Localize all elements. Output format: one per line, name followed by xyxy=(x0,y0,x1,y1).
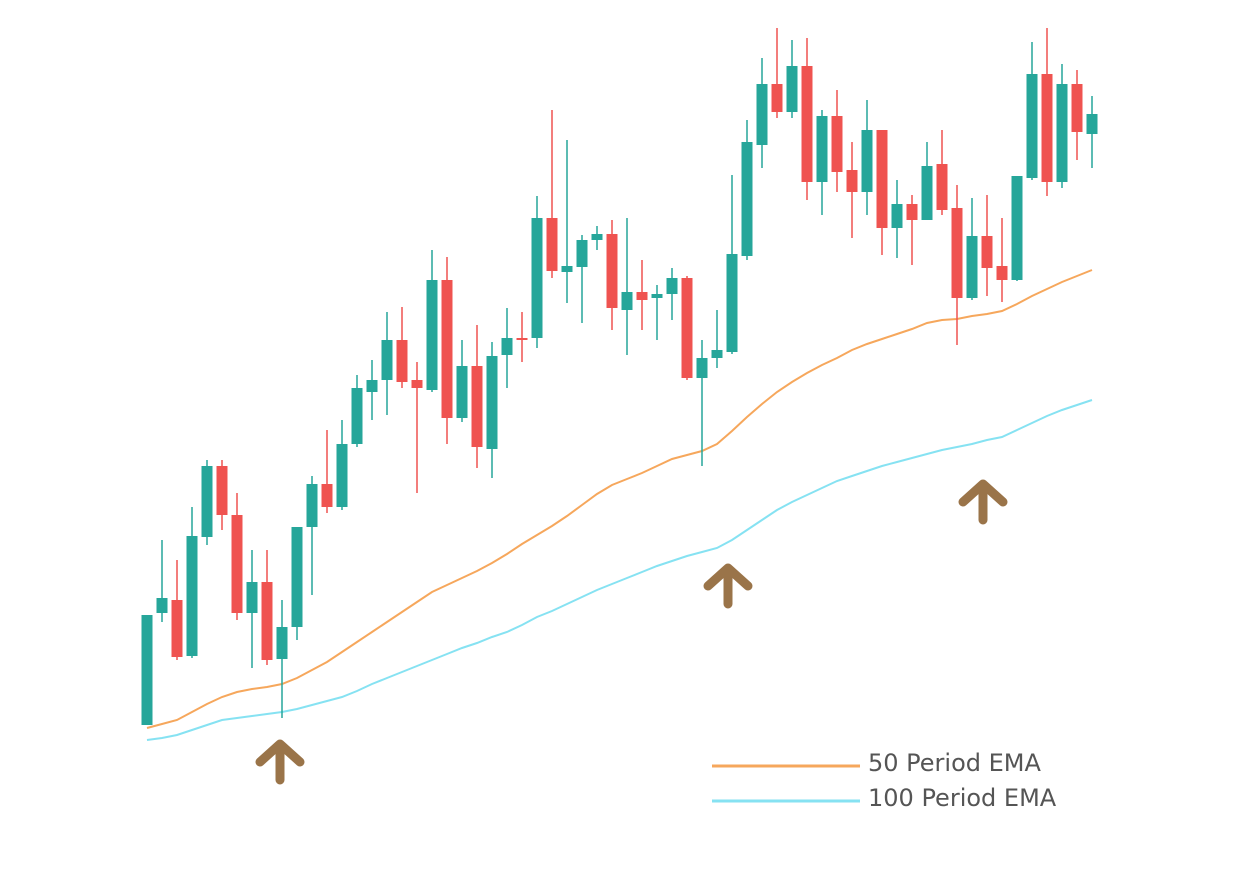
candle-body xyxy=(231,515,243,613)
candle-body xyxy=(321,484,333,507)
ema-line xyxy=(146,269,1093,729)
candle-body xyxy=(696,358,708,378)
candle-body xyxy=(276,627,288,659)
candle-body xyxy=(816,116,828,182)
candle-body xyxy=(171,600,183,657)
candle-body xyxy=(726,254,738,352)
candle-body xyxy=(651,294,663,298)
candle-body xyxy=(531,218,543,338)
candle-body xyxy=(576,240,588,267)
candle-body xyxy=(471,366,483,447)
candle-body xyxy=(966,236,978,298)
candle-body xyxy=(636,292,648,300)
candle-body xyxy=(951,208,963,298)
candle-body xyxy=(351,388,363,444)
candle-body xyxy=(561,266,573,272)
legend-label: 100 Period EMA xyxy=(868,784,1057,812)
candle-body xyxy=(336,444,348,507)
candle-body xyxy=(936,164,948,210)
candle-body xyxy=(186,536,198,656)
candle-body xyxy=(1011,176,1023,280)
ema-line xyxy=(146,399,1093,741)
candle-body xyxy=(1056,84,1068,182)
candle-body xyxy=(591,234,603,240)
candle-body xyxy=(156,598,168,613)
candle-body xyxy=(801,66,813,182)
candle-body xyxy=(456,366,468,418)
candle-body xyxy=(396,340,408,382)
candle-body xyxy=(1041,74,1053,182)
candle-body xyxy=(201,466,213,537)
candle-body xyxy=(246,582,258,613)
candle-body xyxy=(1026,74,1038,178)
candle-body xyxy=(906,204,918,220)
candle-body xyxy=(846,170,858,192)
plot-area xyxy=(141,28,1098,741)
candle-body xyxy=(921,166,933,220)
candle-body xyxy=(291,527,303,627)
legend: 50 Period EMA 100 Period EMA xyxy=(712,749,1057,812)
candle-body xyxy=(981,236,993,268)
candle-body xyxy=(681,278,693,378)
candle-body xyxy=(411,380,423,388)
candle-body xyxy=(366,380,378,392)
candle-body xyxy=(441,280,453,418)
candle-body xyxy=(741,142,753,256)
signal-arrows xyxy=(255,479,1008,785)
candle-body xyxy=(546,218,558,271)
candle-body xyxy=(606,234,618,308)
candle-body xyxy=(426,280,438,390)
arrow xyxy=(255,739,305,785)
legend-label: 50 Period EMA xyxy=(868,749,1042,777)
candle-body xyxy=(831,116,843,172)
candle-body xyxy=(711,350,723,358)
candle-body xyxy=(621,292,633,310)
candle-body xyxy=(1071,84,1083,132)
candle-body xyxy=(786,66,798,112)
candle-body xyxy=(891,204,903,228)
candle-body xyxy=(261,582,273,660)
candle-body xyxy=(861,130,873,192)
candle-body xyxy=(1086,114,1098,134)
candle-body xyxy=(501,338,513,355)
candle-body xyxy=(306,484,318,527)
candle-body xyxy=(141,615,153,725)
candle-body xyxy=(876,130,888,228)
candle-body xyxy=(381,340,393,380)
arrow xyxy=(703,563,753,609)
candle-body xyxy=(666,278,678,294)
candle-body xyxy=(486,356,498,449)
candle-body xyxy=(516,338,528,340)
arrow xyxy=(958,479,1008,525)
candle-body xyxy=(771,84,783,112)
candle-body xyxy=(756,84,768,145)
candle-body xyxy=(996,266,1008,280)
candle-body xyxy=(216,466,228,515)
